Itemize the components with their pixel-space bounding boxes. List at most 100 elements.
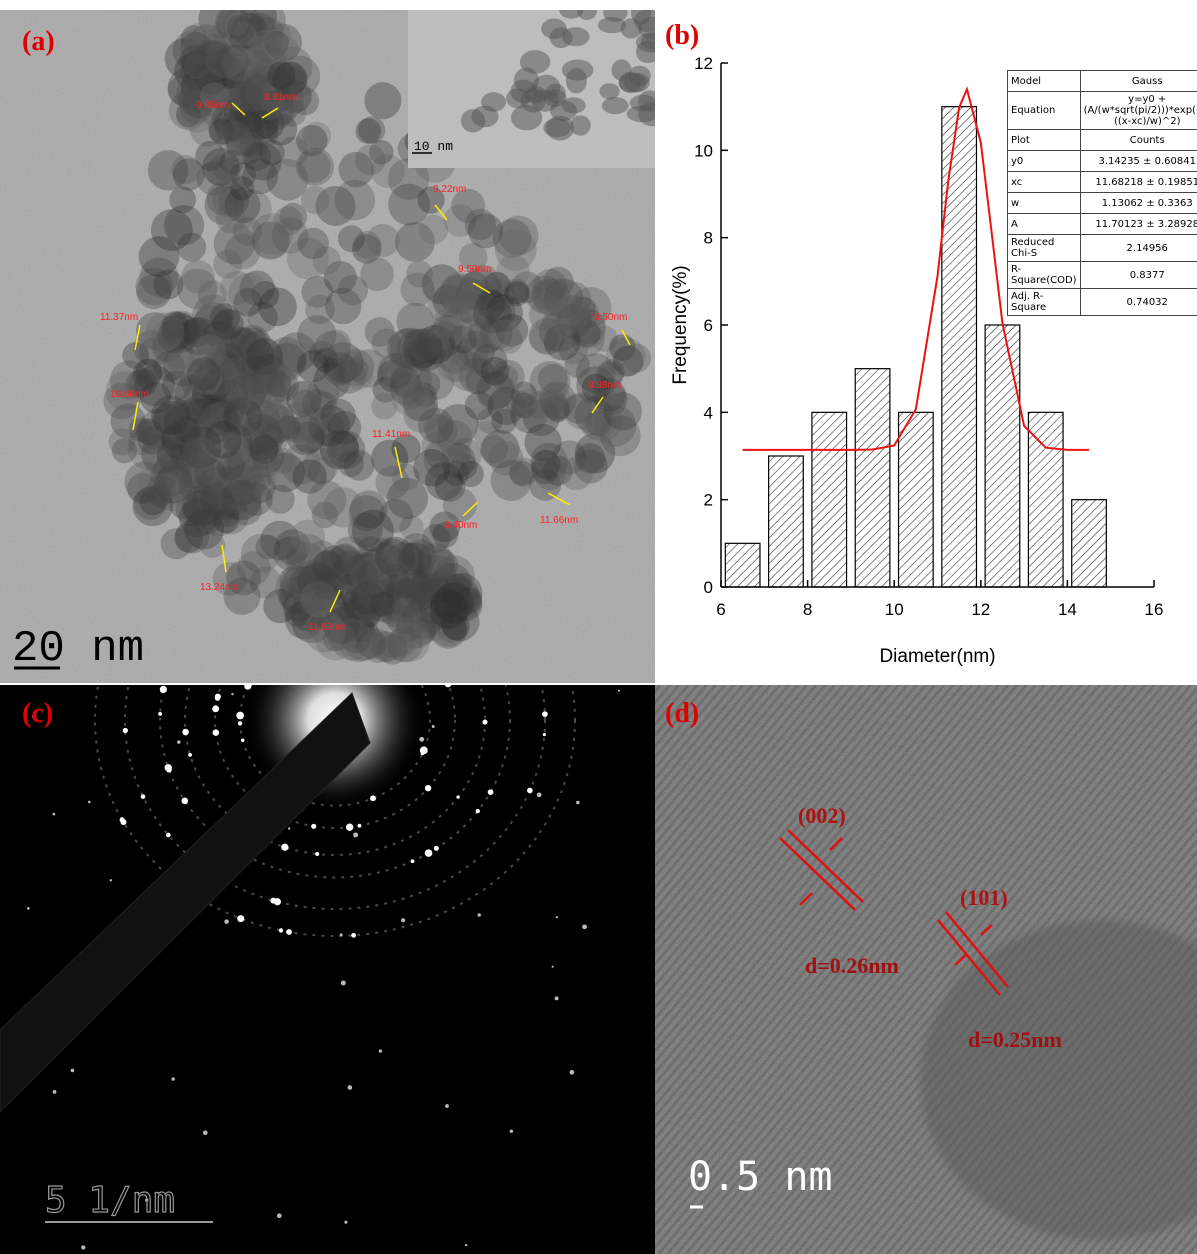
particle [356,118,382,144]
bar [942,107,977,587]
spot [425,785,431,791]
particle [562,27,589,46]
spot [71,1069,75,1073]
particle [364,82,401,119]
measurement: 13.24nm [200,582,239,593]
panel-label: (b) [665,20,699,51]
table-row: w1.13062 ± 0.3363 [1008,193,1197,214]
table-row: R-Square(COD)0.8377 [1008,262,1197,289]
spot [552,966,554,968]
particle [599,83,619,99]
table-row: y03.14235 ± 0.60841 [1008,151,1197,172]
y-tick-label: 10 [694,141,713,160]
spot [182,729,188,735]
bar [899,412,934,587]
x-tick-label: 16 [1145,600,1164,619]
particle [334,180,375,221]
spot [279,928,283,932]
measurement: 9.50nm [458,264,491,275]
spot [288,827,290,829]
measurement: 11.83nm [308,622,346,633]
measurement: 8.40nm [444,520,477,531]
spot [478,913,481,916]
spot [476,809,480,813]
spot [53,1090,57,1094]
particle [191,40,232,81]
table-cell: 2.14956 [1080,235,1197,262]
spot [286,929,292,935]
table-cell: y0 [1008,151,1081,172]
spot [27,907,30,910]
table-cell: 11.68218 ± 0.19851 [1080,172,1197,193]
particle [407,328,439,360]
table-row: A11.70123 ± 3.28928 [1008,214,1197,235]
particle [603,3,628,22]
table-cell: R-Square(COD) [1008,262,1081,289]
particle [339,558,378,597]
particle [560,457,593,490]
particle [344,357,368,381]
spot [166,833,171,838]
spot [315,852,319,856]
spot [346,823,353,830]
particle [338,275,368,305]
particle [471,106,498,128]
table-cell: Gauss [1080,71,1197,92]
particle [418,408,453,443]
particle [413,449,450,486]
y-tick-label: 8 [704,229,713,248]
spot [370,795,376,801]
d-spacing: d=0.26nm [805,953,899,978]
particle [491,409,516,434]
spot [224,919,229,924]
y-axis-label: Frequency(%) [670,265,691,384]
particle [242,158,278,194]
table-cell: Plot [1008,130,1081,151]
spot [445,1104,449,1108]
particle [338,225,365,252]
particle [217,121,252,156]
table-cell: 11.70123 ± 3.28928 [1080,214,1197,235]
spot [340,933,343,936]
measurement: 8.81nm [264,92,297,103]
particle [442,612,470,640]
particle [551,296,589,334]
spot [188,753,192,757]
y-tick-label: 0 [704,578,713,597]
spot [110,879,112,881]
particle [636,41,660,63]
spot [274,898,281,905]
spot [465,1244,467,1246]
particle [161,528,192,559]
particle [406,261,433,288]
spot [177,740,180,743]
table-row: PlotCounts [1008,130,1197,151]
particle [153,270,183,300]
particle [443,488,477,522]
spot [213,729,220,736]
table-cell: Equation [1008,92,1081,130]
measurement: 11.37nm [100,312,138,323]
bar [855,369,890,587]
table-row: Equationy=y0 + (A/(w*sqrt(pi/2)))*exp(-2… [1008,92,1197,130]
particle [629,66,651,86]
table-cell: 0.8377 [1080,262,1197,289]
bar [812,412,847,587]
spot [237,915,244,922]
particle [313,550,344,581]
spot [344,1221,347,1224]
panel-d: (002) d=0.26nm (101) d=0.25nm 0.5 nm (d) [655,685,1197,1254]
spot [556,916,558,918]
spot [123,728,128,733]
spot [353,832,358,837]
x-tick-label: 12 [971,600,990,619]
measurement: 11.66nm [540,515,578,526]
inset-scale: 10 nm [414,139,453,154]
spot [419,737,424,742]
spot [341,981,346,986]
fit-table: ModelGaussEquationy=y0 + (A/(w*sqrt(pi/2… [1007,70,1197,316]
spot [81,1245,85,1249]
plane-label: (101) [960,885,1008,910]
y-tick-label: 2 [704,491,713,510]
